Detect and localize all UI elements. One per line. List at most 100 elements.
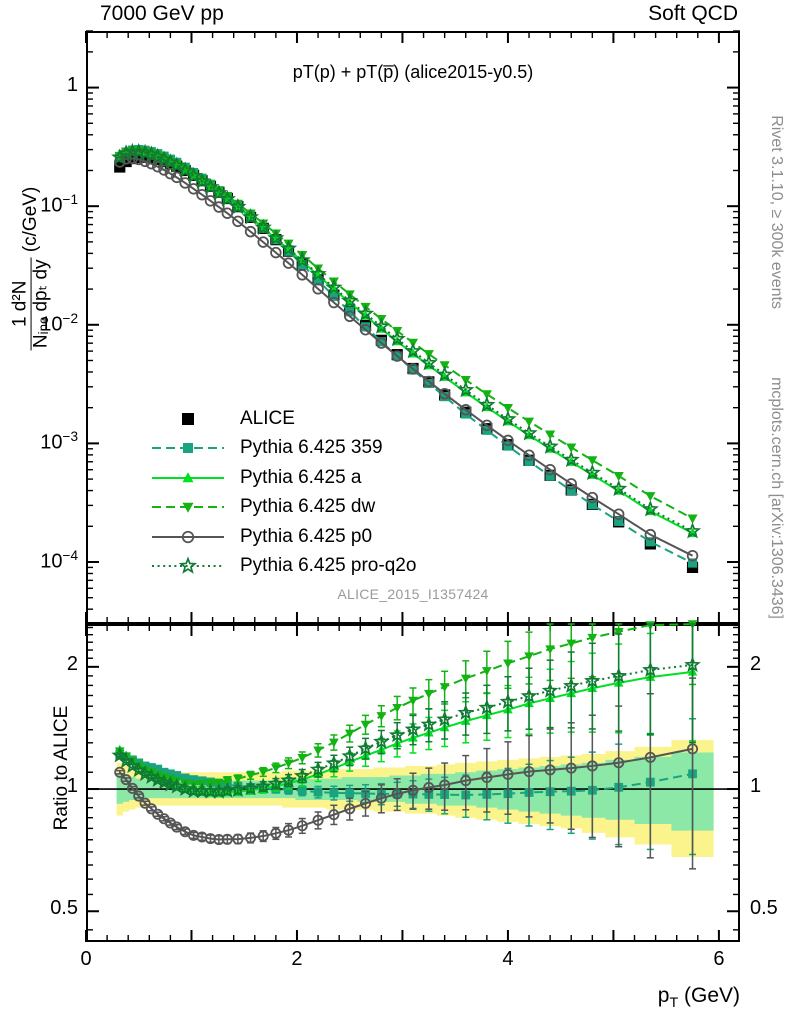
legend-marker-glyph bbox=[182, 472, 194, 482]
legend-item-pythia-6-425-a[interactable]: Pythia 6.425 a bbox=[150, 463, 416, 493]
ratio-data-point bbox=[313, 746, 323, 756]
data-point bbox=[232, 215, 244, 228]
ratio-data-point bbox=[684, 656, 701, 672]
data-point bbox=[583, 463, 601, 481]
ratio-data-point bbox=[245, 832, 257, 844]
data-point bbox=[481, 419, 493, 432]
legend-item-pythia-6-425-359[interactable]: Pythia 6.425 359 bbox=[150, 434, 416, 464]
data-point bbox=[343, 310, 356, 322]
ratio-y-tick-label-right: 2 bbox=[750, 652, 762, 675]
data-point bbox=[120, 155, 132, 168]
data-point bbox=[180, 164, 191, 175]
data-point bbox=[356, 304, 375, 322]
data-point bbox=[313, 275, 323, 286]
data-point bbox=[391, 350, 403, 362]
data-point bbox=[423, 375, 435, 388]
legend-item-pythia-6-425-pro-q2o[interactable]: Pythia 6.425 pro-q2o bbox=[150, 552, 416, 582]
ratio-data-point bbox=[436, 710, 453, 727]
data-point bbox=[328, 296, 340, 309]
ratio-data-point bbox=[375, 792, 387, 804]
legend-marker bbox=[178, 556, 198, 575]
x-tick-label: 4 bbox=[502, 948, 514, 970]
data-point bbox=[293, 251, 311, 268]
beam-energy-label: 7000 GeV pp bbox=[100, 2, 224, 25]
data-point bbox=[329, 291, 339, 301]
ratio-data-point bbox=[376, 712, 387, 721]
data-point bbox=[245, 209, 256, 219]
data-point bbox=[440, 392, 450, 402]
data-point bbox=[612, 508, 625, 520]
series-pythia-6-425-pro-q2o bbox=[111, 142, 702, 539]
analysis-id-watermark: ALICE_2015_I1357424 bbox=[337, 586, 489, 602]
ratio-data-point bbox=[644, 751, 656, 763]
ratio-data-point bbox=[176, 780, 194, 797]
ratio-data-point bbox=[407, 784, 419, 796]
data-point bbox=[170, 171, 183, 184]
legend-label: Pythia 6.425 pro-q2o bbox=[240, 555, 417, 577]
legend-item-alice[interactable]: ALICE bbox=[150, 404, 416, 434]
data-point bbox=[161, 153, 179, 170]
x-tick-label: 6 bbox=[713, 948, 725, 970]
ratio-axis-ticks bbox=[85, 624, 740, 942]
ratio-data-point bbox=[313, 787, 323, 797]
data-point bbox=[196, 188, 208, 201]
data-point bbox=[282, 257, 295, 269]
ratio-y-tick-label: 2 bbox=[66, 652, 78, 675]
data-point bbox=[158, 164, 170, 176]
x-axis-label-sub: T bbox=[669, 995, 679, 1012]
main-y-tick-label: 1 bbox=[66, 73, 78, 96]
data-point bbox=[201, 178, 220, 195]
data-point bbox=[587, 500, 597, 510]
data-point bbox=[213, 186, 224, 196]
data-point bbox=[645, 537, 655, 547]
ratio-y-tick-label-right: 1 bbox=[750, 775, 762, 798]
data-point bbox=[232, 199, 243, 209]
data-point bbox=[478, 395, 496, 413]
ratio-data-point bbox=[172, 771, 182, 780]
legend-key bbox=[150, 467, 226, 489]
ratio-series-pythia-6-425-p0 bbox=[114, 677, 699, 870]
ratio-data-point bbox=[523, 766, 535, 778]
data-point bbox=[565, 478, 577, 490]
ratio-data-point bbox=[120, 774, 132, 786]
ratio-data-point bbox=[328, 809, 340, 821]
ratio-y-tick-label: 0.5 bbox=[50, 897, 78, 920]
ratio-data-point bbox=[229, 781, 247, 798]
data-point bbox=[296, 269, 308, 281]
data-point bbox=[155, 150, 173, 167]
ratio-data-point bbox=[503, 659, 513, 669]
data-point bbox=[359, 324, 372, 336]
data-point bbox=[644, 528, 657, 541]
data-point bbox=[325, 278, 343, 295]
data-point bbox=[407, 363, 419, 375]
ratio-data-point bbox=[159, 767, 169, 777]
data-point bbox=[562, 450, 580, 468]
data-point bbox=[179, 177, 191, 189]
legend-label: Pythia 6.425 p0 bbox=[240, 525, 373, 547]
x-axis-label-unit: (GeV) bbox=[678, 984, 740, 1007]
data-point bbox=[145, 158, 158, 170]
legend-key-glyph bbox=[152, 443, 224, 454]
data-point bbox=[683, 522, 702, 539]
data-point bbox=[420, 353, 438, 371]
data-point bbox=[218, 189, 236, 207]
ratio-data-point bbox=[139, 797, 151, 809]
ratio-data-point bbox=[254, 777, 272, 794]
ratio-data-point bbox=[271, 764, 281, 773]
ratio-data-point bbox=[171, 821, 183, 833]
legend-item-pythia-6-425-dw[interactable]: Pythia 6.425 dw bbox=[150, 493, 416, 523]
ratio-series-pythia-6-425-pro-q2o bbox=[111, 623, 701, 799]
data-point bbox=[686, 549, 699, 562]
main-plot-frame bbox=[86, 31, 740, 624]
ratio-data-point bbox=[524, 652, 534, 662]
data-point bbox=[193, 172, 211, 189]
legend-label: ALICE bbox=[240, 407, 295, 429]
legend-item-pythia-6-425-p0[interactable]: Pythia 6.425 p0 bbox=[150, 522, 416, 552]
ratio-data-point bbox=[296, 820, 308, 832]
ratio-data-point bbox=[165, 769, 175, 779]
ratio-data-point bbox=[360, 797, 372, 809]
ratio-data-point bbox=[245, 771, 256, 781]
data-point bbox=[267, 229, 285, 246]
main-y-tick-label: 10−2 bbox=[40, 310, 78, 336]
ratio-data-point bbox=[189, 775, 198, 785]
